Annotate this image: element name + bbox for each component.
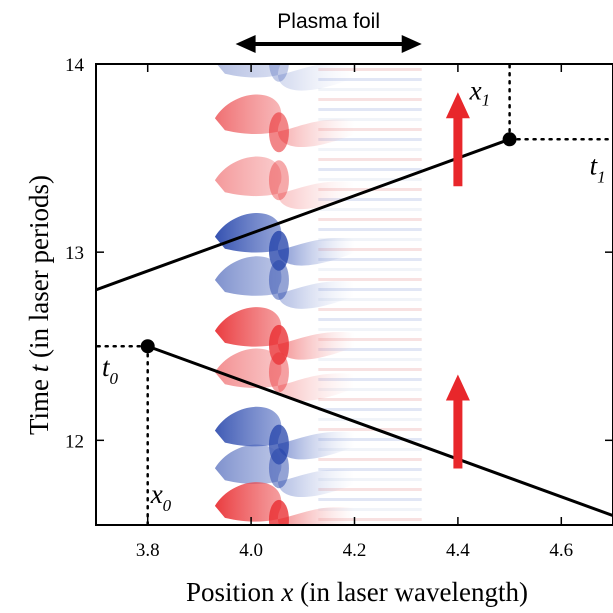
red-arrow-head xyxy=(446,374,470,400)
foil-arrow-head-right xyxy=(402,35,422,53)
x-tick-label: 4.0 xyxy=(239,540,263,561)
y-tick-label: 14 xyxy=(65,55,85,76)
point-p0: t0 x0 xyxy=(96,339,172,525)
x-tick-label: 4.6 xyxy=(549,540,573,561)
t1-label: t1 xyxy=(590,150,606,186)
x1-label: x1 xyxy=(469,75,490,109)
point-marker xyxy=(141,339,155,353)
field-core xyxy=(269,42,289,82)
x-axis-title: Position x (in laser wavelength) xyxy=(186,577,528,607)
point-marker xyxy=(503,132,517,146)
foil-arrow-head-left xyxy=(236,35,256,53)
x-tick-label: 3.8 xyxy=(136,540,160,561)
field-core xyxy=(269,260,289,300)
field-heatmap xyxy=(215,38,422,540)
field-core xyxy=(269,160,289,200)
t0-label: t0 xyxy=(102,352,119,388)
trajectory-line-incoming xyxy=(96,139,510,290)
point-p1: x1 t1 xyxy=(469,64,613,186)
field-core xyxy=(269,352,289,392)
red-arrows xyxy=(446,92,470,468)
y-tick-label: 13 xyxy=(65,243,84,264)
field-core xyxy=(269,448,289,488)
y-tick-label: 12 xyxy=(65,431,84,452)
x-tick-label: 4.2 xyxy=(343,540,367,561)
x-tick-label: 4.4 xyxy=(446,540,470,561)
field-core xyxy=(269,500,289,540)
y-axis-title: Time t (in laser periods) xyxy=(24,175,54,435)
red-arrow-head xyxy=(446,92,470,118)
field-core xyxy=(269,112,289,152)
foil-annotation: Plasma foil xyxy=(236,10,422,53)
foil-label: Plasma foil xyxy=(277,10,380,33)
x0-label: x0 xyxy=(150,479,172,515)
